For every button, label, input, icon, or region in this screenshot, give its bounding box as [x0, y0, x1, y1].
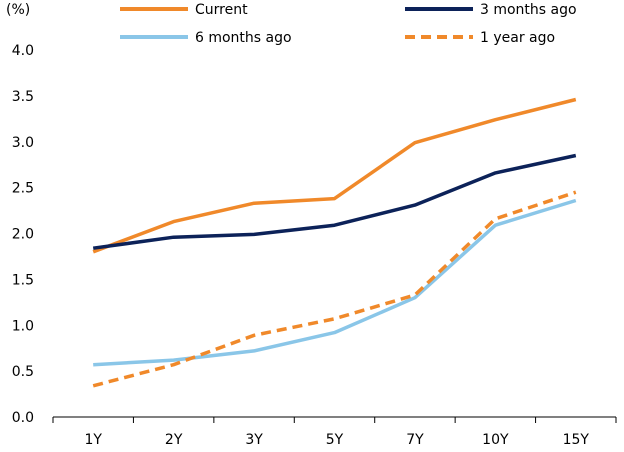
x-tick-label: 7Y [406, 432, 424, 448]
legend-label-1: Current [195, 2, 248, 18]
x-tick-label: 3Y [245, 432, 263, 448]
y-tick-label: 0.5 [12, 364, 34, 380]
legend-label-3: 6 months ago [195, 30, 292, 46]
x-axis: 1Y 2Y 3Y 5Y 7Y 10Y 15Y [52, 416, 617, 448]
series-line-4 [92, 190, 577, 388]
y-tick-label: 2.5 [12, 181, 34, 197]
y-tick-label: 3.0 [12, 135, 34, 151]
y-tick-label: 2.0 [12, 227, 34, 243]
legend-label-4: 1 year ago [480, 30, 555, 46]
legend: Current 3 months ago 6 months ago 1 year ag… [120, 2, 577, 46]
series-line-2 [92, 153, 577, 250]
y-tick-label: 1.0 [12, 318, 34, 334]
y-axis-ticks: 0.0 0.5 1.0 1.5 2.0 2.5 3.0 3.5 4.0 [12, 43, 34, 426]
x-tick-label: 15Y [563, 432, 590, 448]
legend-label-2: 3 months ago [480, 2, 577, 18]
y-tick-label: 1.5 [12, 272, 34, 288]
x-tick-label: 1Y [84, 432, 102, 448]
x-tick-label: 5Y [326, 432, 344, 448]
y-tick-label: 3.5 [12, 89, 34, 105]
y-tick-label: 4.0 [12, 43, 34, 59]
x-tick-label: 10Y [482, 432, 509, 448]
series-lines [92, 97, 577, 388]
series-line-3 [93, 198, 577, 367]
y-tick-label: 0.0 [12, 410, 34, 426]
y-axis-label: (%) [6, 2, 30, 18]
x-tick-label: 2Y [165, 432, 183, 448]
series-line-1 [92, 97, 577, 254]
